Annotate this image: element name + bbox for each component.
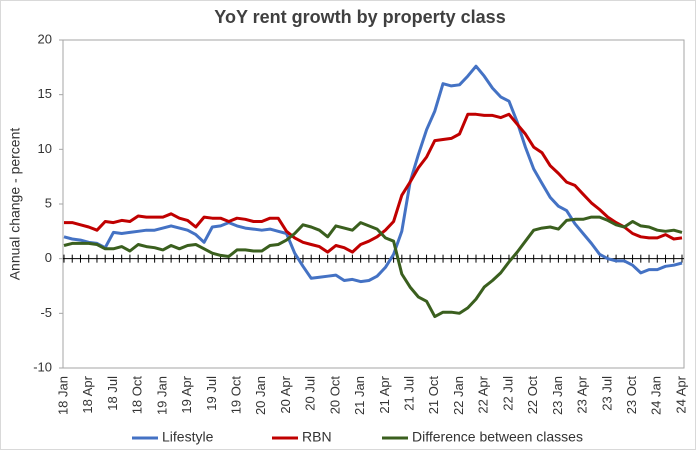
y-axis-label: Annual change - percent bbox=[7, 128, 23, 281]
x-tick-label: 18 Apr bbox=[80, 375, 95, 413]
series-line bbox=[63, 64, 683, 284]
y-tick-label: -5 bbox=[40, 305, 52, 320]
chart-title: YoY rent growth by property class bbox=[214, 7, 505, 27]
x-tick-label: 22 Jul bbox=[500, 376, 515, 411]
legend-label: Lifestyle bbox=[162, 429, 214, 445]
x-tick-label: 20 Oct bbox=[327, 376, 342, 415]
x-tick-label: 21 Jan bbox=[352, 376, 367, 415]
series-line bbox=[63, 215, 683, 319]
x-tick-label: 24 Jan bbox=[649, 376, 664, 415]
x-tick-label: 18 Jan bbox=[55, 376, 70, 415]
x-tick-label: 19 Oct bbox=[228, 376, 243, 415]
x-tick-label: 23 Apr bbox=[575, 375, 590, 413]
x-tick-label: 22 Oct bbox=[525, 376, 540, 415]
x-tick-label: 18 Oct bbox=[130, 376, 145, 415]
y-tick-label: -10 bbox=[33, 359, 52, 374]
y-tick-label: 0 bbox=[45, 250, 52, 265]
x-tick-label: 24 Apr bbox=[673, 375, 688, 413]
x-tick-label: 22 Apr bbox=[476, 375, 491, 413]
y-tick-label: 20 bbox=[38, 31, 52, 46]
legend-label: Difference between classes bbox=[412, 429, 583, 445]
x-tick-label: 21 Apr bbox=[377, 375, 392, 413]
x-tick-label: 18 Jul bbox=[105, 376, 120, 411]
x-tick-label: 23 Jan bbox=[550, 376, 565, 415]
x-tick-label: 21 Oct bbox=[426, 376, 441, 415]
x-tick-label: 20 Jul bbox=[303, 376, 318, 411]
y-tick-label: 5 bbox=[45, 195, 52, 210]
y-tick-label: 10 bbox=[38, 141, 52, 156]
x-tick-label: 19 Jul bbox=[204, 376, 219, 411]
y-tick-label: 15 bbox=[38, 86, 52, 101]
x-tick-label: 23 Oct bbox=[624, 376, 639, 415]
x-tick-label: 19 Jan bbox=[154, 376, 169, 415]
x-tick-label: 19 Apr bbox=[179, 375, 194, 413]
series-line bbox=[64, 112, 683, 254]
x-tick-label: 21 Jul bbox=[402, 376, 417, 411]
x-tick-label: 20 Jan bbox=[253, 376, 268, 415]
x-tick-label: 23 Jul bbox=[599, 376, 614, 411]
x-tick-label: 20 Apr bbox=[278, 375, 293, 413]
legend-label: RBN bbox=[302, 429, 332, 445]
x-tick-label: 22 Jan bbox=[451, 376, 466, 415]
